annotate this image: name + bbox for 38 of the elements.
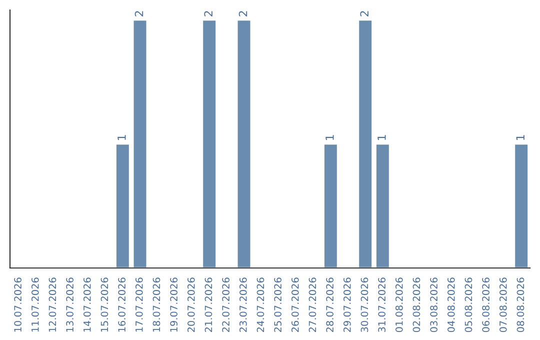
x-tick-label: 25.07.2026 [274, 278, 282, 332]
x-tick-label: 20.07.2026 [187, 278, 195, 332]
x-tick-label: 02.08.2026 [412, 278, 420, 332]
x-tick-label: 24.07.2026 [256, 278, 264, 332]
data-label: 1 [326, 135, 334, 140]
x-tick-label: 01.08.2026 [395, 278, 403, 332]
x-tick-label: 31.07.2026 [378, 278, 386, 332]
x-tick-label: 10.07.2026 [14, 278, 22, 332]
x-tick-label: 14.07.2026 [83, 278, 91, 332]
data-label: 2 [238, 11, 248, 16]
x-tick-label: 28.07.2026 [326, 278, 334, 332]
data-label: 2 [360, 11, 368, 16]
x-tick-label: 18.07.2026 [152, 278, 160, 332]
x-tick-label: 23.07.2026 [239, 278, 247, 332]
x-tick-label: 29.07.2026 [343, 278, 351, 332]
data-label: 1 [118, 135, 126, 140]
x-tick-label: 22.07.2026 [222, 278, 230, 332]
data-label: 2 [204, 11, 212, 16]
x-tick-label: 12.07.2026 [48, 278, 56, 332]
x-tick-label: 07.08.2026 [499, 278, 507, 332]
data-label: 1 [378, 135, 386, 140]
data-label: 1 [516, 135, 524, 140]
x-tick-label: 15.07.2026 [100, 278, 108, 332]
x-tick-label: 13.07.2026 [66, 278, 74, 332]
x-tick-label: 19.07.2026 [170, 278, 178, 332]
x-tick-label: 17.07.2026 [135, 278, 143, 332]
x-tick-label: 03.08.2026 [430, 278, 438, 332]
x-tick-label: 06.08.2026 [482, 278, 490, 332]
x-tick-label: 16.07.2026 [118, 278, 126, 332]
data-label: 2 [134, 11, 144, 16]
x-tick-label: 05.08.2026 [464, 278, 472, 332]
x-tick-label: 30.07.2026 [360, 278, 368, 332]
x-tick-label: 21.07.2026 [204, 278, 212, 332]
x-tick-label: 04.08.2026 [447, 278, 455, 332]
x-tick-label: 08.08.2026 [516, 278, 524, 332]
x-tick-label: 27.07.2026 [308, 278, 316, 332]
x-tick-label: 11.07.2026 [31, 278, 39, 332]
x-tick-label: 26.07.2026 [291, 278, 299, 332]
